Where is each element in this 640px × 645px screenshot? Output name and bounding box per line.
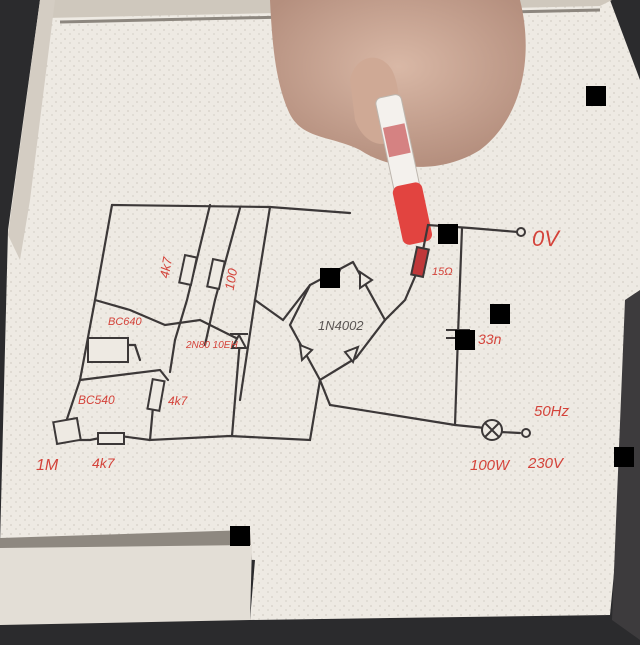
- thyristor: [230, 332, 248, 349]
- diode-3: [298, 343, 314, 363]
- redaction-boxes: [230, 86, 634, 546]
- pot-1m: [52, 416, 82, 446]
- label-lamp-freq: 50Hz: [534, 403, 570, 420]
- label-thyristor: 2N80 10EH: [185, 340, 238, 351]
- label-r-series: 15Ω: [432, 266, 453, 278]
- resistor-4k7-top: [178, 253, 198, 287]
- redaction-box: [455, 330, 475, 350]
- label-cap: 33n: [478, 331, 502, 347]
- label-lamp-watts: 100W: [470, 457, 511, 474]
- transistor-bc640: [87, 337, 129, 363]
- label-out-voltage: 0V: [532, 226, 561, 251]
- label-r-mid: 4k7: [168, 394, 189, 408]
- hand: [270, 0, 526, 167]
- redaction-box: [320, 268, 340, 288]
- label-bridge: 1N4002: [318, 318, 364, 333]
- resistor-100: [206, 257, 226, 291]
- terminal-0v: [516, 227, 526, 237]
- label-transistor-1: BC640: [108, 316, 143, 328]
- redaction-box: [438, 224, 458, 244]
- label-r-bottom: 4k7: [92, 455, 116, 471]
- label-ac-voltage: 230V: [527, 455, 565, 472]
- board-left-frame: [8, 0, 55, 260]
- marker-band: [382, 123, 411, 158]
- label-pot: 1M: [36, 457, 59, 474]
- lamp-cross: [484, 422, 500, 438]
- redaction-box: [490, 304, 510, 324]
- resistor-15: [410, 245, 430, 279]
- diode-4: [343, 345, 360, 365]
- redaction-box: [586, 86, 606, 106]
- board-bottom-panel: [0, 545, 252, 625]
- diode-2: [359, 270, 374, 290]
- redaction-box: [230, 526, 250, 546]
- label-transistor-2: BC540: [78, 393, 115, 407]
- marker-cap: [392, 182, 433, 245]
- label-r-top-mid: 100: [222, 267, 241, 292]
- components: [52, 227, 531, 446]
- redaction-box: [614, 447, 634, 467]
- terminal-ac: [521, 428, 531, 438]
- board-labels: 4k7 100 BC640 2N80 10EH BC540 4k7 1N4002…: [36, 226, 570, 474]
- resistor-4k7-mid: [146, 378, 166, 412]
- resistor-4k7-bottom: [97, 432, 125, 445]
- whiteboard-texture: [0, 0, 640, 620]
- label-r-top-left: 4k7: [157, 255, 176, 279]
- red-marker: [375, 94, 433, 245]
